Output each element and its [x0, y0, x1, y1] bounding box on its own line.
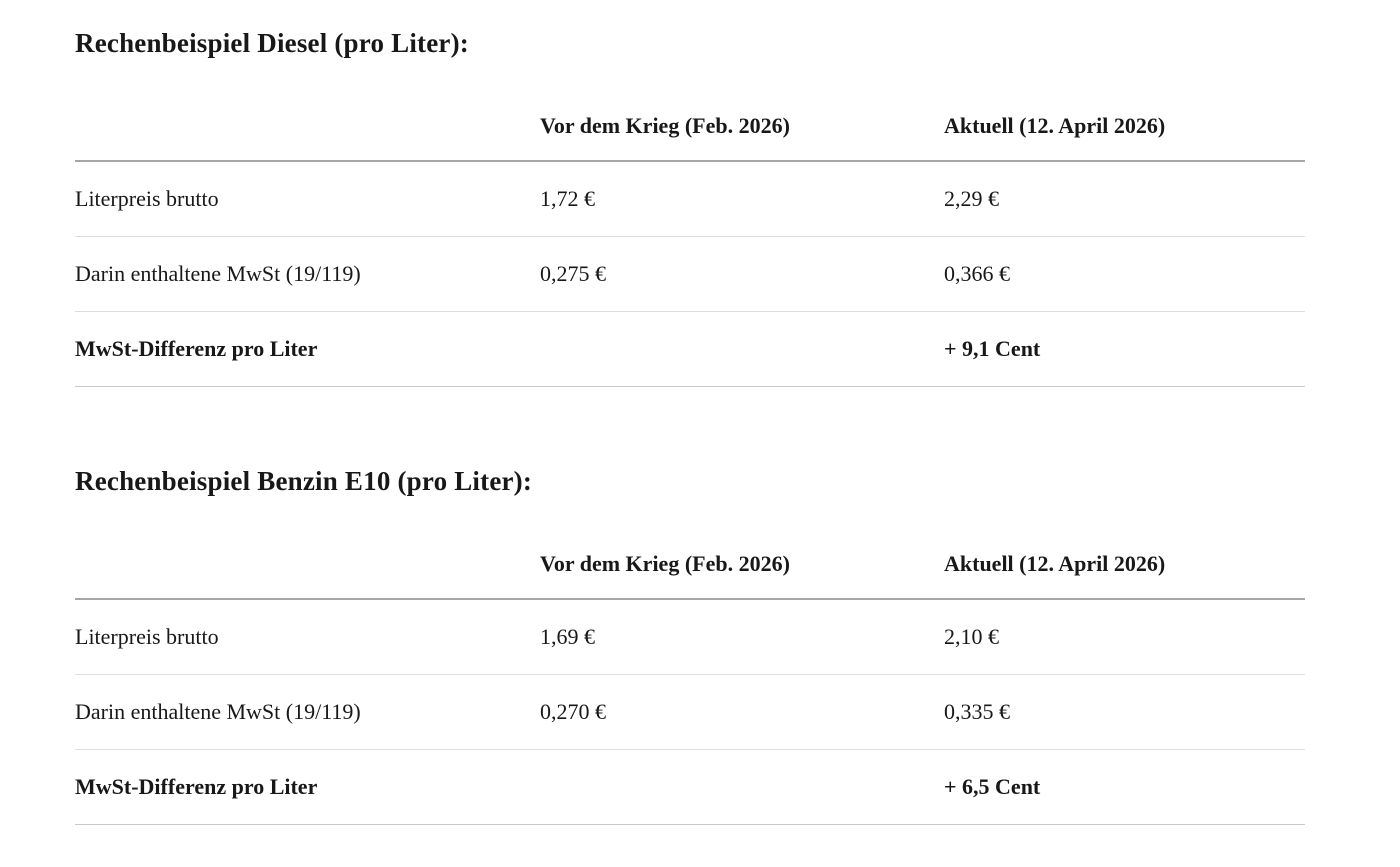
diesel-header-row: Vor dem Krieg (Feb. 2026) Aktuell (12. A… [75, 60, 1305, 162]
table-row: Darin enthaltene MwSt (19/119) 0,275 € 0… [75, 236, 1305, 312]
row-label: Literpreis brutto [75, 161, 540, 237]
table-row-total: MwSt-Differenz pro Liter + 9,1 Cent [75, 311, 1305, 387]
value-before [540, 311, 944, 387]
table-row: Literpreis brutto 1,69 € 2,10 € [75, 599, 1305, 675]
header-empty-cell [75, 498, 540, 600]
row-label: MwSt-Differenz pro Liter [75, 311, 540, 387]
section-title-diesel: Rechenbeispiel Diesel (pro Liter): [75, 28, 469, 58]
value-before [540, 749, 944, 825]
value-before: 1,72 € [540, 161, 944, 237]
value-before: 0,275 € [540, 236, 944, 312]
header-before-war: Vor dem Krieg (Feb. 2026) [540, 498, 944, 600]
value-current: + 9,1 Cent [944, 311, 1305, 387]
header-current: Aktuell (12. April 2026) [944, 498, 1305, 600]
benzin-header-row: Vor dem Krieg (Feb. 2026) Aktuell (12. A… [75, 498, 1305, 600]
row-label: Literpreis brutto [75, 599, 540, 675]
header-before-war: Vor dem Krieg (Feb. 2026) [540, 60, 944, 162]
value-current: 0,335 € [944, 674, 1305, 750]
header-current: Aktuell (12. April 2026) [944, 60, 1305, 162]
benzin-e10-price-table: Vor dem Krieg (Feb. 2026) Aktuell (12. A… [75, 498, 1305, 825]
row-label: MwSt-Differenz pro Liter [75, 749, 540, 825]
value-current: 0,366 € [944, 236, 1305, 312]
diesel-price-table: Vor dem Krieg (Feb. 2026) Aktuell (12. A… [75, 60, 1305, 387]
value-before: 1,69 € [540, 599, 944, 675]
table-row-total: MwSt-Differenz pro Liter + 6,5 Cent [75, 749, 1305, 825]
value-before: 0,270 € [540, 674, 944, 750]
value-current: 2,10 € [944, 599, 1305, 675]
table-row: Darin enthaltene MwSt (19/119) 0,270 € 0… [75, 674, 1305, 750]
header-empty-cell [75, 60, 540, 162]
row-label: Darin enthaltene MwSt (19/119) [75, 674, 540, 750]
section-title-benzin-e10: Rechenbeispiel Benzin E10 (pro Liter): [75, 466, 533, 496]
table-row: Literpreis brutto 1,72 € 2,29 € [75, 161, 1305, 237]
value-current: + 6,5 Cent [944, 749, 1305, 825]
value-current: 2,29 € [944, 161, 1305, 237]
row-label: Darin enthaltene MwSt (19/119) [75, 236, 540, 312]
